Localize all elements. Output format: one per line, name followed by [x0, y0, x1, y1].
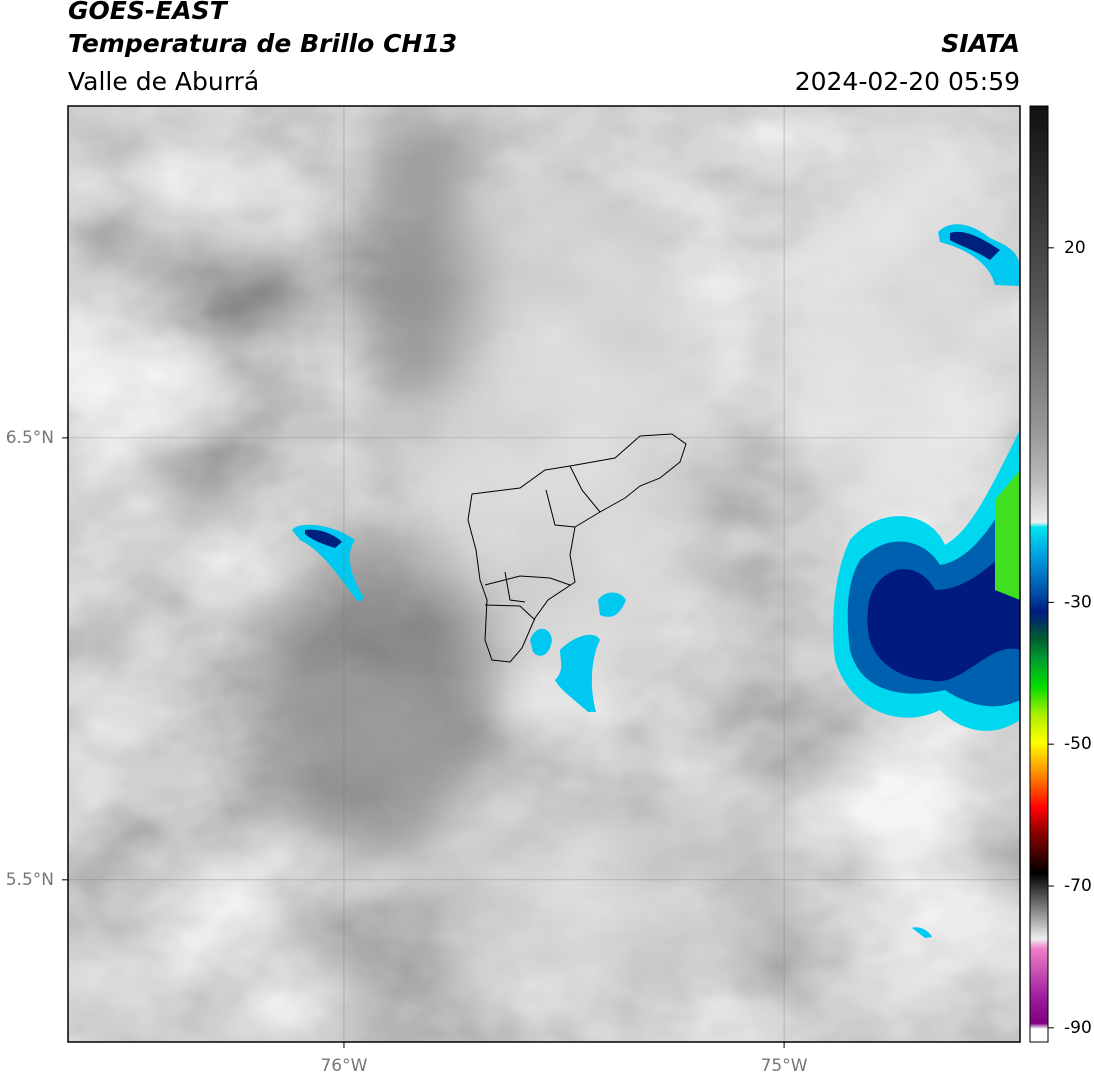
municipal-boundaries	[467, 433, 687, 663]
colorbar	[1029, 105, 1049, 1043]
region: Valle de Aburrá	[68, 67, 259, 96]
cold-clouds	[292, 224, 1020, 938]
colorbar-tick-label: -50	[1064, 734, 1092, 754]
title: GOES-EAST	[68, 0, 229, 25]
colorbar-tick-label: 20	[1064, 238, 1086, 258]
subtitle: Temperatura de Brillo CH13	[68, 29, 457, 58]
satellite-image	[68, 106, 1020, 1042]
x-tick-label: 76°W	[320, 1056, 367, 1076]
y-tick-label: 5.5°N	[6, 870, 54, 890]
source: SIATA	[941, 29, 1020, 58]
grid	[68, 106, 1020, 1042]
colorbar-tick-label: -30	[1064, 592, 1092, 612]
y-tick-label: 6.5°N	[6, 428, 54, 448]
colorbar-tick-label: -90	[1064, 1018, 1092, 1038]
datetime: 2024-02-20 05:59	[795, 67, 1020, 96]
colorbar-tick-label: -70	[1064, 876, 1092, 896]
map-frame	[67, 105, 1021, 1043]
x-tick-label: 75°W	[761, 1056, 808, 1076]
